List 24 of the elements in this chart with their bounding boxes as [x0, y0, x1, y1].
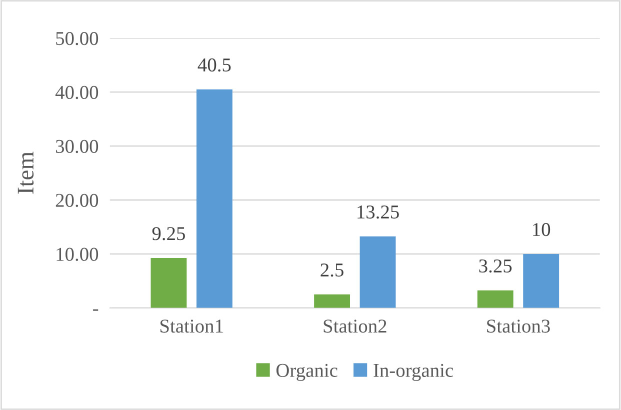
- data-label: 10: [533, 222, 550, 236]
- y-tick-label: 10.00: [56, 248, 98, 261]
- y-tick-label: 30.00: [56, 140, 98, 154]
- bar: [523, 254, 560, 308]
- data-label: 3.25: [479, 259, 512, 273]
- y-tick-label: 50.00: [56, 32, 98, 46]
- bar: [196, 89, 232, 308]
- data-label: 40.5: [198, 58, 231, 72]
- x-tick-label: Station3: [487, 320, 550, 333]
- bar: [360, 236, 396, 308]
- bar: [314, 294, 350, 308]
- bar: [477, 290, 514, 308]
- bar: [150, 258, 187, 308]
- legend-label: In-organic: [374, 364, 453, 381]
- y-axis-title: Item: [18, 152, 34, 194]
- data-label: 2.5: [320, 264, 344, 277]
- y-tick-label: 40.00: [55, 86, 98, 100]
- data-label: 9.25: [152, 227, 185, 240]
- y-tick-label: 20.00: [56, 194, 98, 208]
- x-tick-label: Station1: [160, 320, 223, 333]
- data-label: 13.25: [358, 206, 399, 219]
- legend-label: Organic: [276, 364, 338, 381]
- y-tick-label: -: [93, 309, 98, 311]
- x-tick-label: Station2: [324, 320, 386, 333]
